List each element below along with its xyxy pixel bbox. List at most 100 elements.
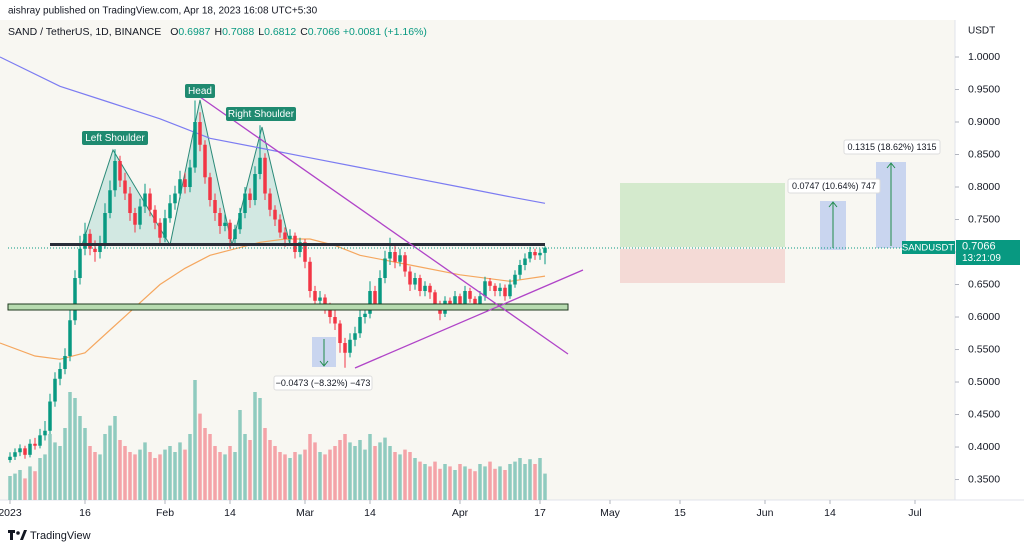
volume-bar <box>93 452 97 500</box>
volume-bar <box>453 470 457 500</box>
volume-bar <box>188 434 192 500</box>
volume-bar <box>513 461 517 500</box>
volume-bar <box>58 446 62 500</box>
candle-body <box>88 233 92 249</box>
candle-body <box>498 287 502 292</box>
volume-bar <box>373 446 377 500</box>
candle-body <box>343 343 347 353</box>
candle-body <box>28 443 32 455</box>
volume-bar <box>53 442 57 500</box>
y-tick-label: 0.6000 <box>968 311 1000 323</box>
moving-average <box>0 238 546 360</box>
volume-bar <box>168 446 172 500</box>
label-box <box>226 107 296 121</box>
volume-bar <box>308 434 312 500</box>
drawings <box>81 99 785 283</box>
volume-bar <box>493 468 497 500</box>
candle-body <box>93 248 97 253</box>
candle-body <box>123 180 127 194</box>
volume-bar <box>433 461 437 500</box>
ohlc-value: 0.6812 <box>264 26 296 38</box>
candle-body <box>398 255 402 262</box>
candle-body <box>163 218 167 238</box>
candle-body <box>523 258 527 266</box>
target-zone <box>620 183 785 247</box>
countdown: 13:21:09 <box>962 253 1001 264</box>
volume-bar <box>278 452 282 500</box>
volume-bar <box>473 471 477 500</box>
volume-bar <box>303 449 307 500</box>
ohlc: O0.6987 H0.7088 L0.6812 C0.7066 <box>170 26 340 38</box>
volume-bar <box>98 454 102 500</box>
x-tick-label: 16 <box>79 507 91 519</box>
label-box <box>843 139 941 155</box>
ohlc-key: L <box>258 26 264 38</box>
volume-bar <box>518 458 522 500</box>
volume-bar <box>203 428 207 500</box>
candle-body <box>83 233 87 249</box>
y-tick-label: 0.5500 <box>968 343 1000 355</box>
y-tick-label: 0.8500 <box>968 148 1000 160</box>
candle-body <box>68 320 72 357</box>
volume-bar <box>153 458 157 500</box>
candle-body <box>113 161 117 191</box>
candle-body <box>383 258 387 279</box>
volume-bar <box>173 452 177 500</box>
ohlc-value: 0.7088 <box>222 26 254 38</box>
candle-body <box>423 285 427 292</box>
y-tick-label: 0.7500 <box>968 213 1000 225</box>
label-box <box>787 178 881 194</box>
volume-bar <box>523 464 527 500</box>
candle-body <box>208 177 212 201</box>
x-tick-label: Mar <box>296 507 315 519</box>
volume-bar <box>183 449 187 500</box>
label-box <box>273 375 373 391</box>
volume-bar <box>428 466 432 500</box>
candle-body <box>503 287 507 297</box>
measure-label: 0.1315 (18.62%) 1315 <box>847 142 936 152</box>
volume-bar <box>533 464 537 500</box>
footer-logo <box>8 530 27 540</box>
volume-bar <box>448 466 452 500</box>
drawings-top: Left Shoulder Head Right Shoulder −0.047… <box>7 84 955 391</box>
volume-bar <box>33 471 37 500</box>
volume-bar <box>243 434 247 500</box>
candle-body <box>23 448 27 455</box>
ohlc-value: 0.7066 <box>308 26 340 38</box>
volume-bar <box>343 434 347 500</box>
volume-bar <box>378 442 382 500</box>
volume-bar <box>488 461 492 500</box>
volume-bar <box>503 470 507 500</box>
pattern-label: Head <box>188 86 212 97</box>
y-tick-label: 1.0000 <box>968 51 1000 63</box>
candle-body <box>183 179 187 188</box>
volume-bar <box>458 464 462 500</box>
candle-body <box>193 122 197 168</box>
candle-body <box>238 213 242 230</box>
volume-bar <box>133 454 137 500</box>
candle-body <box>203 144 207 178</box>
candle-body <box>228 222 232 240</box>
volume-bar <box>163 449 167 500</box>
volume-bar <box>498 466 502 500</box>
y-tick-label: 0.9000 <box>968 116 1000 128</box>
x-tick-label: Jun <box>757 507 774 519</box>
x-tick-label: Jul <box>908 507 921 519</box>
candle-body <box>308 261 312 292</box>
volume-bar <box>358 440 362 500</box>
candle-body <box>178 179 182 194</box>
volume-bar <box>118 440 122 500</box>
x-tick-label: 15 <box>674 507 686 519</box>
footer: TradingView <box>30 530 91 542</box>
ohlc-key: H <box>215 26 223 38</box>
volume-bar <box>398 454 402 500</box>
logo-part <box>10 530 13 540</box>
candle-body <box>538 252 542 256</box>
candle-body <box>278 219 282 233</box>
volume-bar <box>363 449 367 500</box>
volume-bar <box>23 478 27 500</box>
volume-bar <box>348 442 352 500</box>
candle-body <box>458 296 462 305</box>
candle-body <box>218 213 222 227</box>
measure-label: 0.0747 (10.64%) 747 <box>792 181 876 191</box>
